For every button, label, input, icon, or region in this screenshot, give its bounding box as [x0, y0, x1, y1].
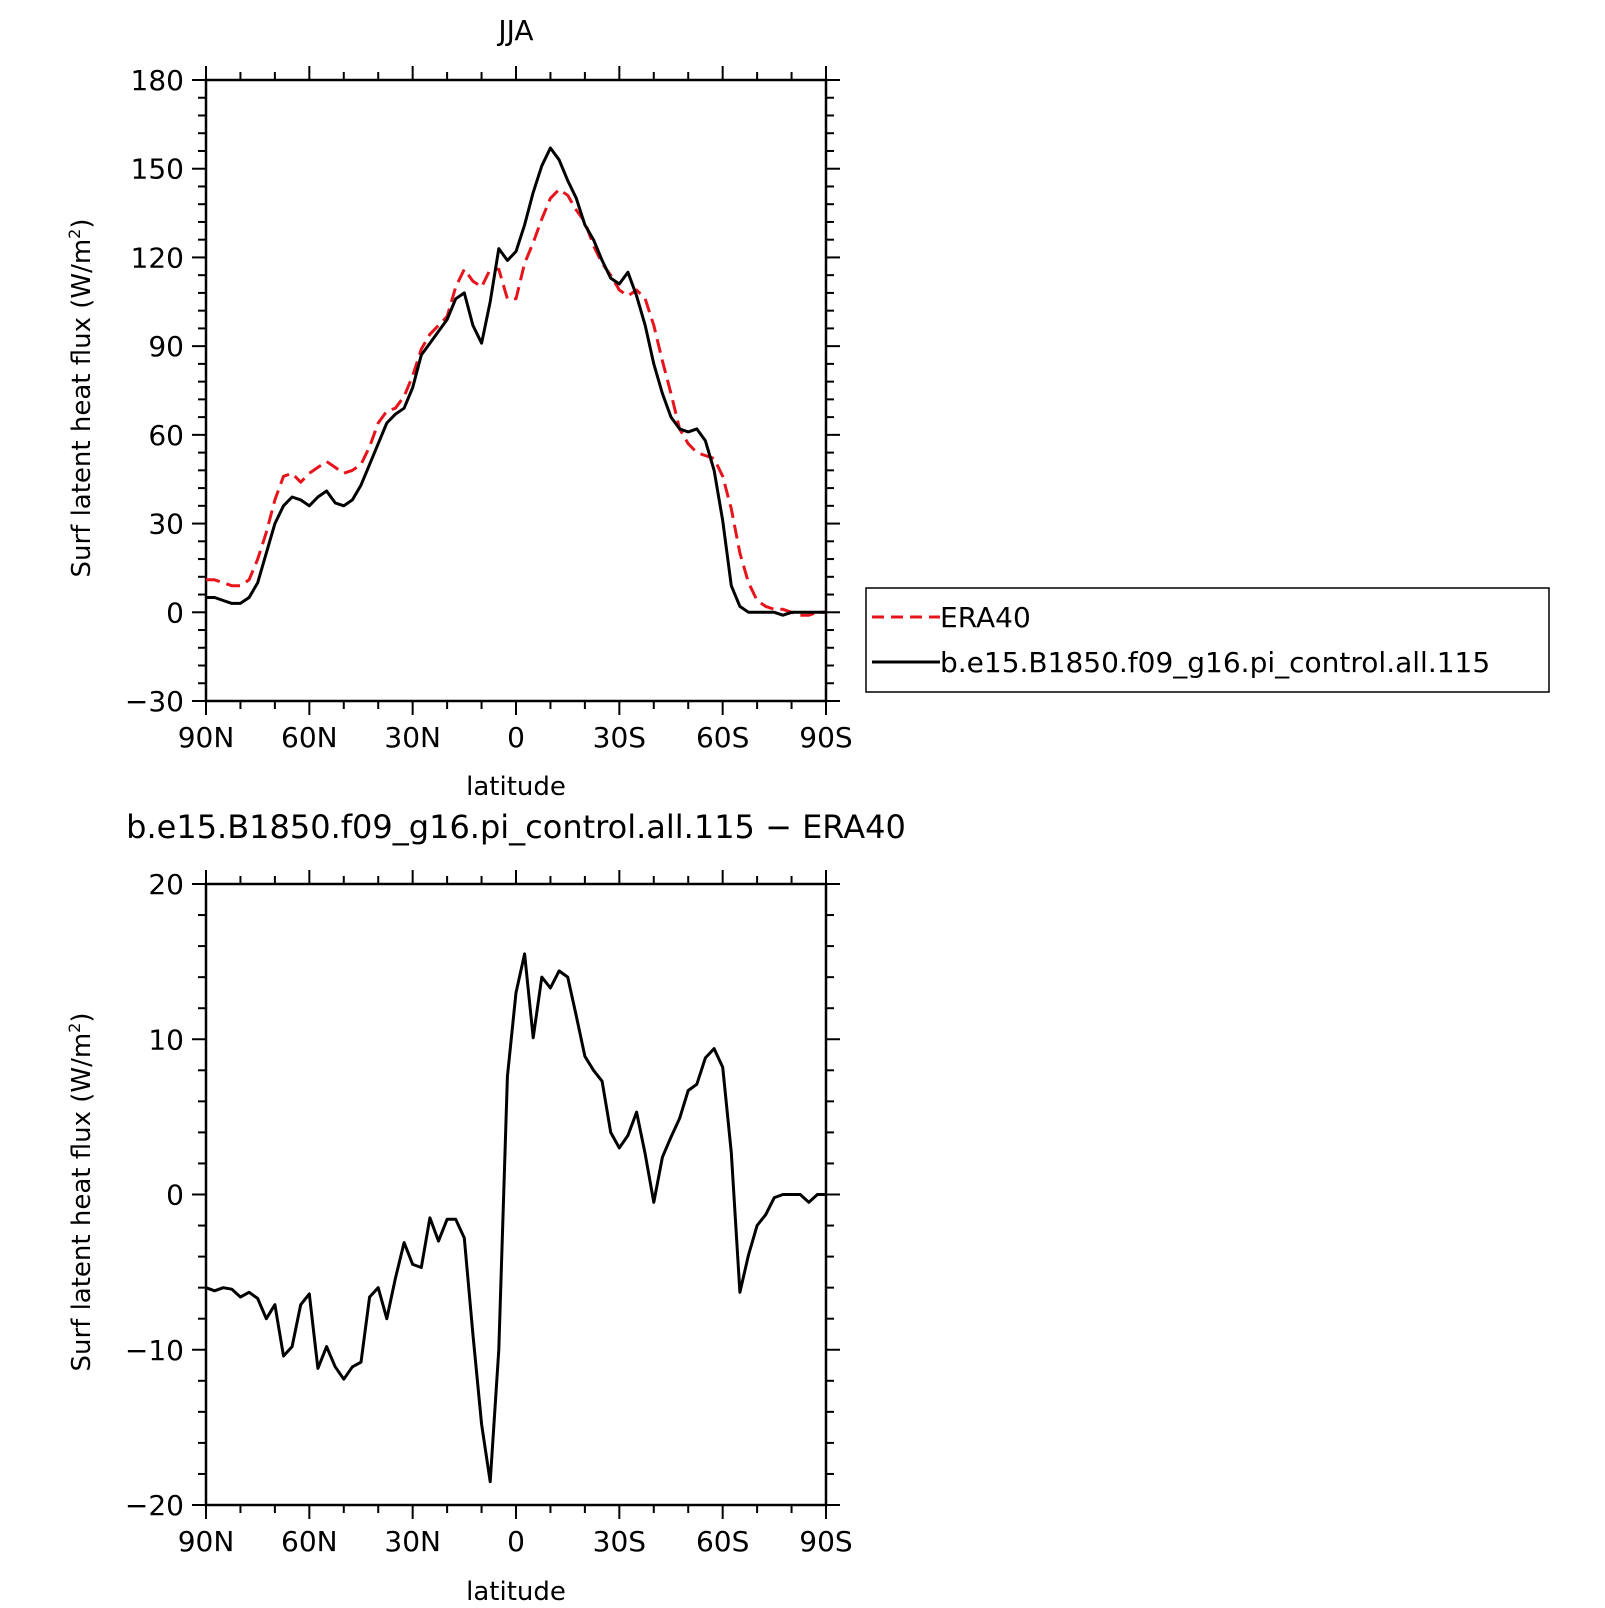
y-tick-label: 30: [148, 508, 184, 541]
y-axis-label-top: Surf latent heat flux (W/m2): [65, 218, 97, 577]
x-tick-label: 30S: [593, 1525, 646, 1558]
x-axis-label-bottom: latitude: [466, 1577, 566, 1607]
x-tick-label: 90S: [799, 721, 852, 754]
y-tick-label: 90: [148, 330, 184, 363]
y-tick-label: 20: [148, 868, 184, 901]
y-axis-label-bottom-sup: 2: [65, 1023, 84, 1033]
x-tick-label: 90N: [178, 1525, 235, 1558]
y-tick-label: 10: [148, 1023, 184, 1056]
y-axis-label-top-sup: 2: [65, 229, 84, 239]
y-axis-label-bottom-main: Surf latent heat flux (W/m: [67, 1033, 97, 1372]
x-tick-label: 0: [507, 721, 525, 754]
x-tick-label: 60N: [281, 721, 338, 754]
axes-top: 90N 60N 30N 0 30S 60S 90S −30 0 30 60 90 120 150 180: [125, 64, 853, 754]
series-line-era40: [206, 187, 826, 617]
series-line-difference: [205, 952, 826, 1484]
y-tick-label: −10: [125, 1334, 184, 1367]
legend-label-era40: ERA40: [940, 601, 1031, 634]
x-tick-label: 30N: [384, 1525, 441, 1558]
y-tick-label: −30: [125, 685, 184, 718]
legend: ERA40 b.e15.B1850.f09_g16.pi_control.all…: [865, 587, 1550, 693]
x-axis-label-top: latitude: [466, 772, 566, 802]
panel-bottom: b.e15.B1850.f09_g16.pi_control.all.115 −…: [65, 808, 906, 1607]
x-tick-label: 60S: [696, 721, 749, 754]
x-tick-label: 60N: [281, 1525, 338, 1558]
chart-title-bottom: b.e15.B1850.f09_g16.pi_control.all.115 −…: [126, 808, 906, 846]
x-tick-label: 60S: [696, 1525, 749, 1558]
y-tick-label: 150: [131, 153, 184, 186]
y-axis-label-bottom: Surf latent heat flux (W/m2): [65, 1012, 97, 1371]
x-tick-label: 30S: [593, 721, 646, 754]
y-tick-label: 120: [131, 241, 184, 274]
y-tick-label: 60: [148, 419, 184, 452]
x-tick-label: 0: [507, 1525, 525, 1558]
y-tick-label: 180: [131, 64, 184, 97]
legend-box: [865, 587, 1550, 693]
series-lines-bottom: [205, 952, 826, 1484]
y-axis-label-bottom-close: ): [67, 1012, 97, 1022]
legend-label-model: b.e15.B1850.f09_g16.pi_control.all.115: [940, 646, 1490, 679]
y-axis-label-top-main: Surf latent heat flux (W/m: [67, 239, 97, 578]
x-tick-label: 30N: [384, 721, 441, 754]
y-tick-label: 0: [166, 596, 184, 629]
chart-title-top: JJA: [496, 14, 533, 47]
y-axis-label-top-close: ): [67, 218, 97, 228]
x-tick-label: 90N: [178, 721, 235, 754]
series-lines-top: [206, 146, 826, 617]
y-tick-label: 0: [166, 1179, 184, 1212]
y-tick-label: −20: [125, 1489, 184, 1522]
x-tick-label: 90S: [799, 1525, 852, 1558]
series-line-b-e15-b1850-f09-g16-pi-control-all-115: [206, 146, 826, 617]
panel-top: JJA 90N 60N 30N 0 30S 60S 90S −30 0 30 60 90 120 150 1…: [65, 14, 853, 802]
